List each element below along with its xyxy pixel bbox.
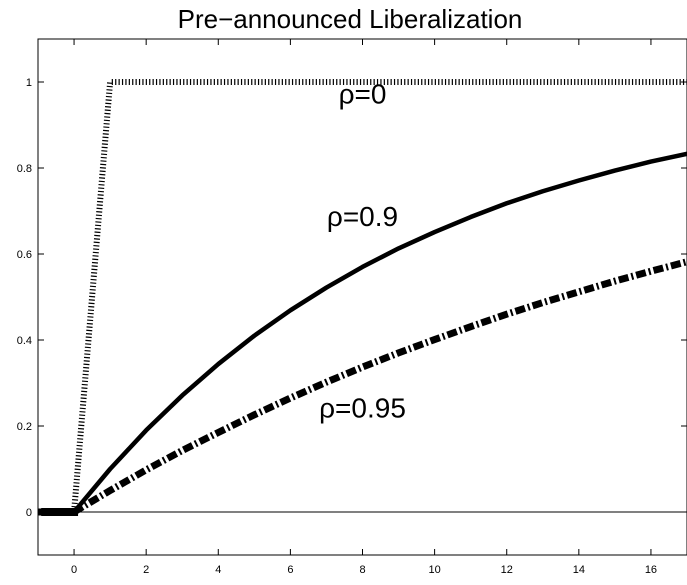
series-line-0 <box>38 79 687 515</box>
y-tick-label: 0.2 <box>17 421 32 433</box>
y-tick-label: 0 <box>26 507 32 519</box>
series-group <box>38 79 687 516</box>
x-tick-label: 6 <box>287 564 293 576</box>
annotations-group: ρ=0 ρ=0.9 ρ=0.95 <box>319 79 406 424</box>
pre-period-marker <box>62 508 71 516</box>
x-tick-label: 8 <box>359 564 365 576</box>
pre-period-marker <box>70 508 79 516</box>
y-tick-label: 0.6 <box>17 249 32 261</box>
pre-period-marker <box>55 508 64 516</box>
x-tick-label: 10 <box>428 564 440 576</box>
series-annotation: ρ=0 <box>339 79 387 110</box>
pre-period-marker <box>41 508 50 516</box>
plot-frame <box>37 38 687 556</box>
series-line-2 <box>38 258 687 516</box>
x-tick-label: 14 <box>573 564 585 576</box>
y-tick-label: 0.8 <box>17 163 32 175</box>
series-annotation: ρ=0.95 <box>319 392 406 423</box>
x-tick-label: 0 <box>71 564 77 576</box>
y-tick-label: 0.4 <box>17 335 32 347</box>
series-annotation: ρ=0.9 <box>327 201 398 232</box>
x-tick-label: 16 <box>645 564 657 576</box>
axes-group: 0 2 4 6 8 10 12 14 16 0 0.2 0.4 0.6 0.8 1 <box>17 38 687 576</box>
x-tick-label: 12 <box>501 564 513 576</box>
series-line-1 <box>38 151 687 515</box>
x-tick-label: 4 <box>215 564 221 576</box>
y-tick-label: 1 <box>26 77 32 89</box>
x-tick-label: 2 <box>143 564 149 576</box>
pre-period-marker <box>48 508 57 516</box>
chart-title: Pre−announced Liberalization <box>178 4 523 34</box>
